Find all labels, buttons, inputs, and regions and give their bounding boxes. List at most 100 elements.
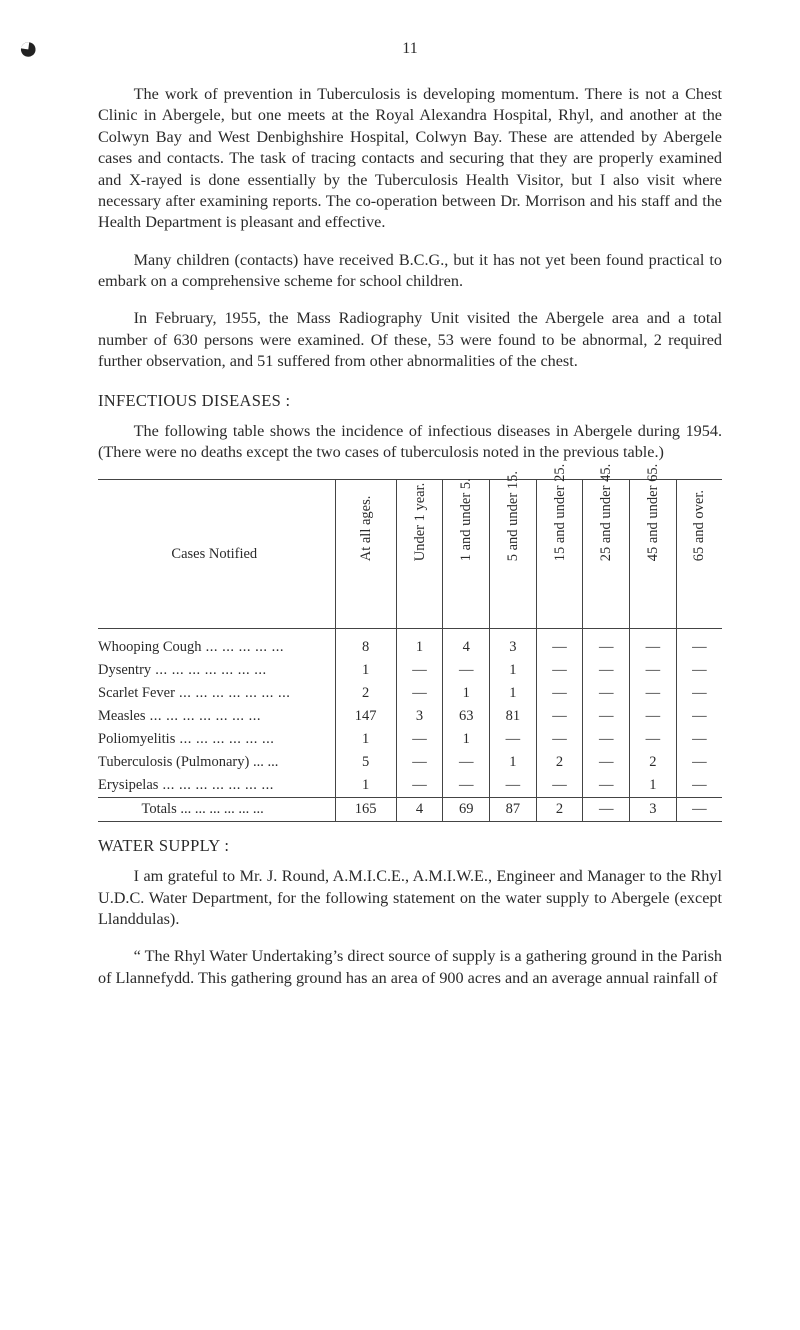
paragraph-5: I am grateful to Mr. J. Round, A.M.I.C.E… xyxy=(98,866,722,930)
cell: — xyxy=(630,629,677,660)
cell: 1 xyxy=(443,728,490,751)
paragraph-3: In February, 1955, the Mass Radiography … xyxy=(98,308,722,372)
cell: — xyxy=(490,774,537,798)
cell: 2 xyxy=(536,798,583,822)
row-label-totals: Totals ... ... ... ... ... ... xyxy=(98,798,335,822)
paragraph-1: The work of prevention in Tuberculosis i… xyxy=(98,84,722,234)
cell: — xyxy=(396,659,443,682)
cell: — xyxy=(676,659,722,682)
table-row: Scarlet Fever 2 — 1 1 — — — — xyxy=(98,682,722,705)
cell: 3 xyxy=(490,629,537,660)
cell: 87 xyxy=(490,798,537,822)
col-header-2: 1 and under 5. xyxy=(443,480,490,629)
cell: 165 xyxy=(335,798,396,822)
cell: 8 xyxy=(335,629,396,660)
cell: — xyxy=(536,682,583,705)
col-header-5: 25 and under 45. xyxy=(583,480,630,629)
cell: 1 xyxy=(490,682,537,705)
cell: 147 xyxy=(335,705,396,728)
document-page: ◕ 11 The work of prevention in Tuberculo… xyxy=(0,0,800,1330)
col-header-3: 5 and under 15. xyxy=(490,480,537,629)
thumb-icon: ◕ xyxy=(15,29,41,69)
cell: 3 xyxy=(396,705,443,728)
cell: 4 xyxy=(443,629,490,660)
cell: 4 xyxy=(396,798,443,822)
cell: — xyxy=(676,774,722,798)
cell: 1 xyxy=(396,629,443,660)
table-row: Poliomyelitis 1 — 1 — — — — — xyxy=(98,728,722,751)
cell: — xyxy=(396,728,443,751)
cell: — xyxy=(443,774,490,798)
cell: 63 xyxy=(443,705,490,728)
cell: 2 xyxy=(536,751,583,774)
heading-infectious: INFECTIOUS DISEASES : xyxy=(98,391,722,411)
row-label: Erysipelas xyxy=(98,774,335,798)
cell: 1 xyxy=(490,659,537,682)
cell: — xyxy=(583,798,630,822)
cell: — xyxy=(536,705,583,728)
cell: — xyxy=(443,751,490,774)
cell: — xyxy=(630,728,677,751)
row-label: Measles xyxy=(98,705,335,728)
cell: — xyxy=(536,659,583,682)
col-header-cases: Cases Notified xyxy=(98,480,335,629)
cell: 1 xyxy=(630,774,677,798)
heading-water: WATER SUPPLY : xyxy=(98,836,722,856)
cell: — xyxy=(676,705,722,728)
cell: — xyxy=(583,659,630,682)
page-number: 11 xyxy=(98,40,722,58)
cell: — xyxy=(583,728,630,751)
cell: — xyxy=(630,659,677,682)
paragraph-6: “ The Rhyl Water Undertaking’s direct so… xyxy=(98,946,722,989)
paragraph-4: The following table shows the incidence … xyxy=(98,421,722,464)
cell: — xyxy=(676,629,722,660)
cell: — xyxy=(583,774,630,798)
cell: — xyxy=(676,798,722,822)
cell: — xyxy=(583,705,630,728)
table-row: Dysentry 1 — — 1 — — — — xyxy=(98,659,722,682)
table-row: Tuberculosis (Pulmonary) ... ... 5 — — 1… xyxy=(98,751,722,774)
col-header-4: 15 and under 25. xyxy=(536,480,583,629)
col-header-6: 45 and under 65. xyxy=(630,480,677,629)
cell: — xyxy=(536,728,583,751)
col-header-7: 65 and over. xyxy=(676,480,722,629)
cell: 3 xyxy=(630,798,677,822)
col-header-1: Under 1 year. xyxy=(396,480,443,629)
col-header-0: At all ages. xyxy=(335,480,396,629)
row-label: Tuberculosis (Pulmonary) ... ... xyxy=(98,751,335,774)
cell: — xyxy=(396,774,443,798)
cell: 1 xyxy=(335,728,396,751)
cell: — xyxy=(490,728,537,751)
cell: — xyxy=(536,629,583,660)
row-label: Scarlet Fever xyxy=(98,682,335,705)
cell: 69 xyxy=(443,798,490,822)
paragraph-2: Many children (contacts) have received B… xyxy=(98,250,722,293)
table-header-row: Cases Notified At all ages. Under 1 year… xyxy=(98,480,722,629)
cell: — xyxy=(583,682,630,705)
cell: — xyxy=(536,774,583,798)
cell: — xyxy=(676,728,722,751)
cell: — xyxy=(583,629,630,660)
cell: 1 xyxy=(490,751,537,774)
cell: 2 xyxy=(335,682,396,705)
cell: — xyxy=(396,682,443,705)
table-row: Erysipelas 1 — — — — — 1 — xyxy=(98,774,722,798)
cell: 1 xyxy=(335,659,396,682)
row-label: Dysentry xyxy=(98,659,335,682)
cell: — xyxy=(676,751,722,774)
cell: 1 xyxy=(335,774,396,798)
cell: 2 xyxy=(630,751,677,774)
cell: — xyxy=(630,705,677,728)
cell: — xyxy=(583,751,630,774)
cell: — xyxy=(676,682,722,705)
diseases-table-wrap: Cases Notified At all ages. Under 1 year… xyxy=(98,479,722,822)
cell: — xyxy=(396,751,443,774)
row-label: Poliomyelitis xyxy=(98,728,335,751)
table-row-totals: Totals ... ... ... ... ... ... 165 4 69 … xyxy=(98,798,722,822)
row-label: Whooping Cough xyxy=(98,629,335,660)
diseases-table: Cases Notified At all ages. Under 1 year… xyxy=(98,479,722,822)
cell: 1 xyxy=(443,682,490,705)
cell: — xyxy=(443,659,490,682)
cell: 5 xyxy=(335,751,396,774)
cell: 81 xyxy=(490,705,537,728)
